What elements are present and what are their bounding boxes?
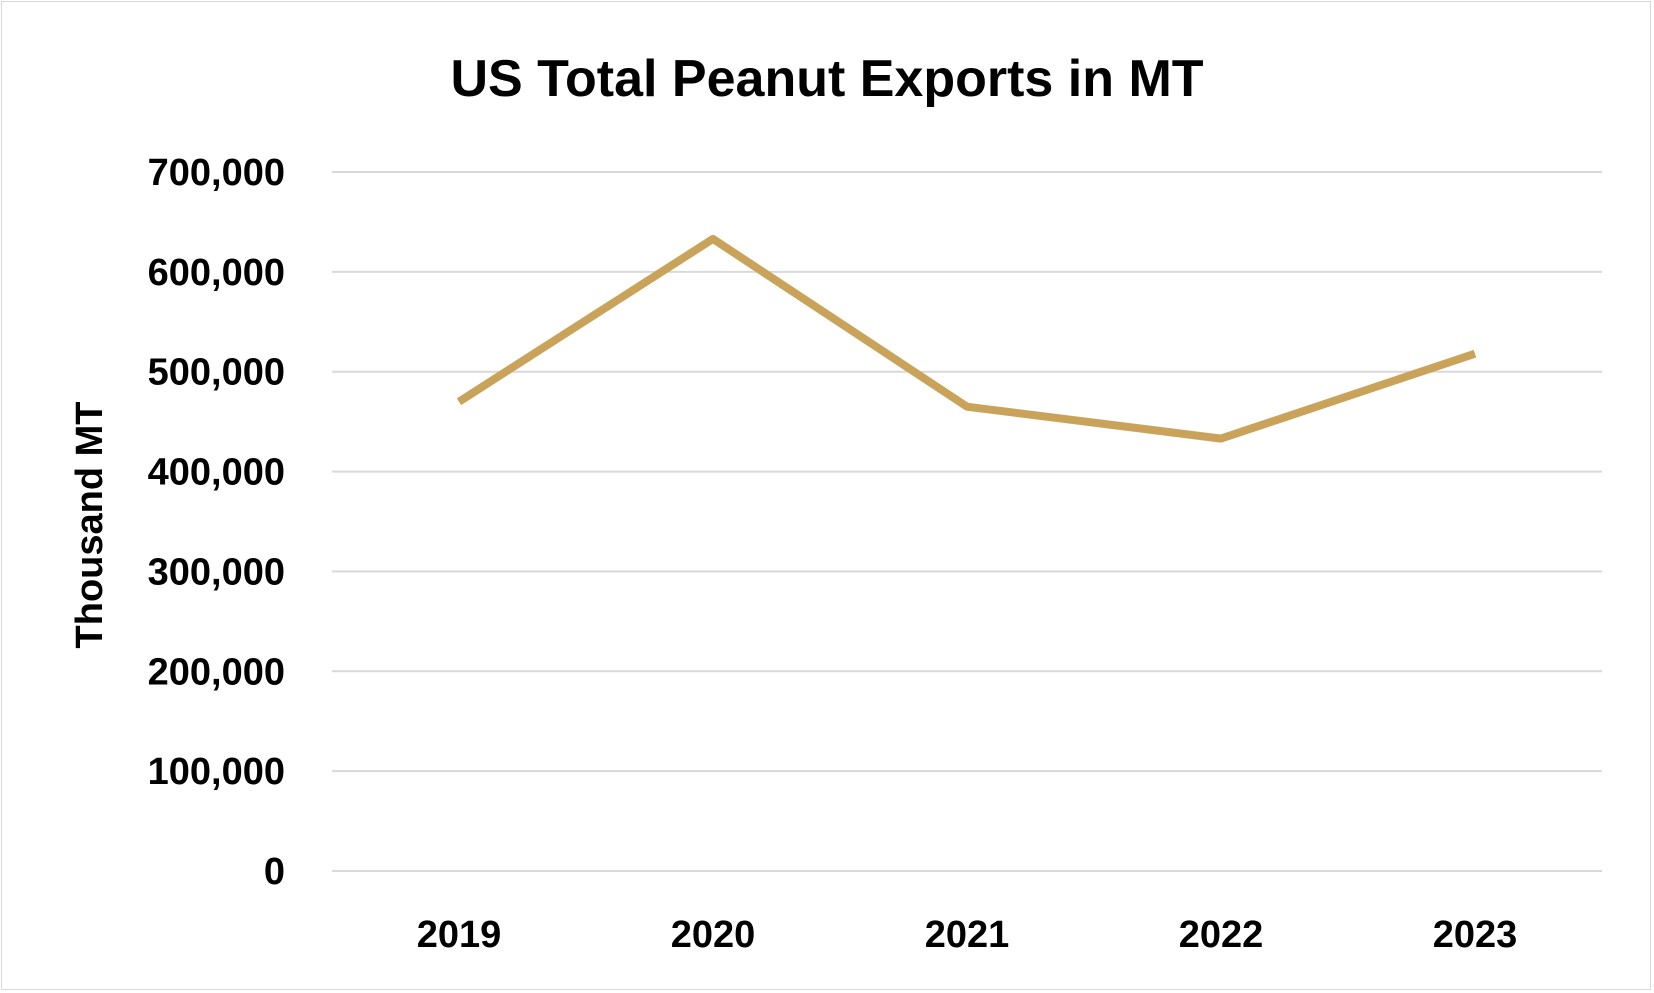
y-tick-label: 0 — [264, 851, 285, 893]
y-tick-label: 200,000 — [148, 651, 285, 693]
series-layer — [455, 234, 1479, 443]
data-point-2021 — [963, 403, 971, 411]
y-axis-label: Thousand MT — [69, 402, 111, 649]
y-tick-label: 700,000 — [148, 152, 285, 194]
y-axis-ticks: 0 100,000 200,000 300,000 400,000 500,000 600,… — [148, 152, 285, 893]
data-point-2019 — [455, 398, 463, 406]
y-tick-label: 100,000 — [148, 751, 285, 793]
x-tick-label: 2020 — [671, 914, 756, 956]
x-tick-label: 2021 — [925, 914, 1010, 956]
gridlines — [332, 171, 1602, 872]
y-tick-label: 400,000 — [148, 452, 285, 494]
series-line — [456, 234, 1477, 443]
x-tick-label: 2022 — [1179, 914, 1264, 956]
x-axis-ticks: 2019 2020 2021 2022 2023 — [417, 914, 1518, 956]
y-tick-label: 300,000 — [148, 551, 285, 593]
data-point-2022 — [1217, 435, 1225, 443]
chart-title: US Total Peanut Exports in MT — [450, 50, 1203, 108]
y-tick-label: 600,000 — [148, 252, 285, 294]
x-tick-label: 2019 — [417, 914, 502, 956]
data-point-2023 — [1471, 350, 1479, 358]
y-tick-label: 500,000 — [148, 352, 285, 394]
data-point-2020 — [709, 235, 717, 243]
x-tick-label: 2023 — [1433, 914, 1518, 956]
